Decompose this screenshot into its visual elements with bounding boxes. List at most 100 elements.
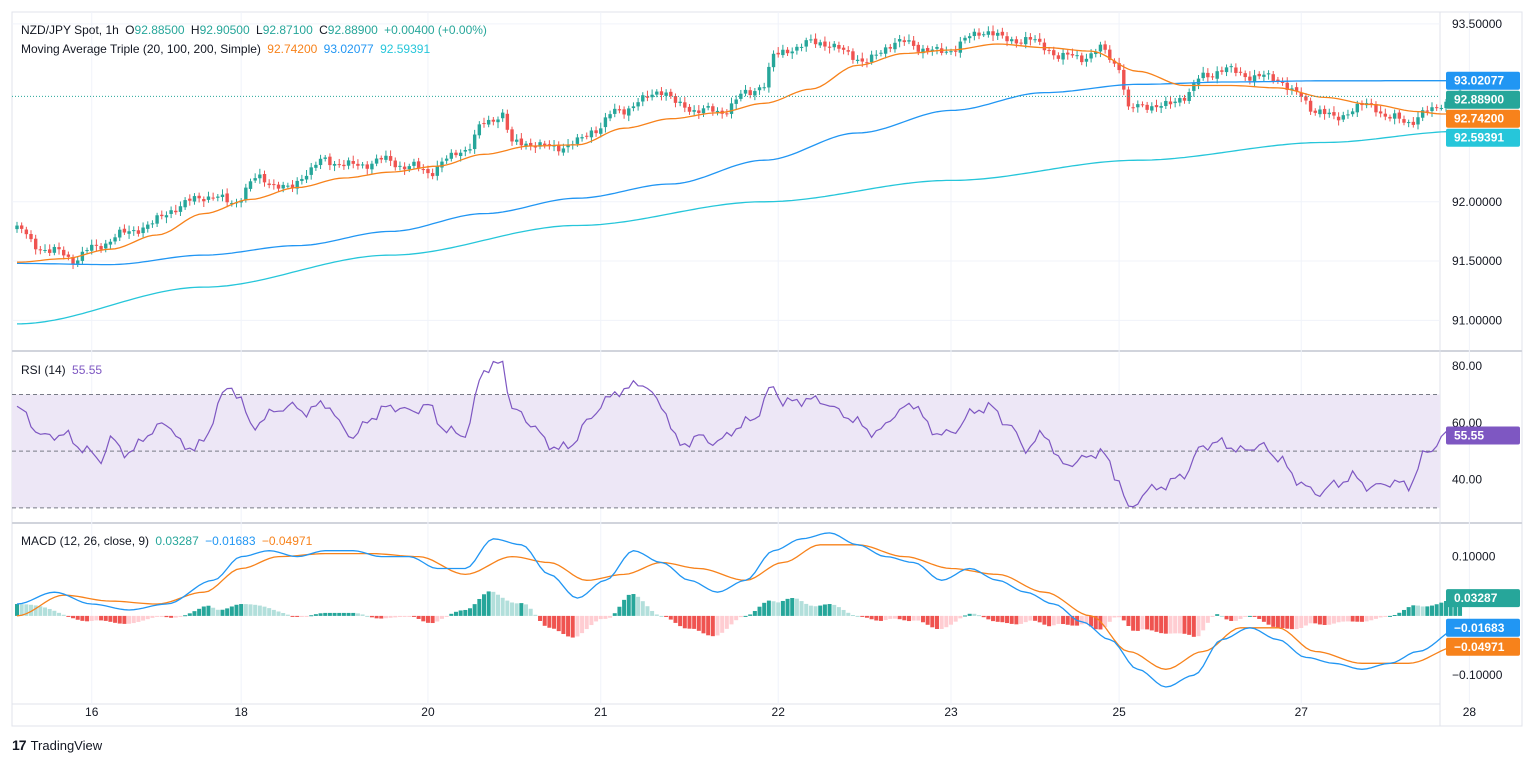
candle[interactable] bbox=[211, 192, 215, 201]
candle[interactable] bbox=[627, 105, 631, 122]
candle[interactable] bbox=[132, 226, 136, 236]
candle[interactable] bbox=[907, 34, 911, 45]
candle[interactable] bbox=[669, 88, 673, 99]
candle[interactable] bbox=[43, 244, 47, 253]
candle[interactable] bbox=[1024, 31, 1028, 49]
candle[interactable] bbox=[416, 157, 421, 172]
candle[interactable] bbox=[799, 43, 804, 52]
candle[interactable] bbox=[1108, 45, 1112, 63]
footer-brand[interactable]: 17 TradingView bbox=[12, 737, 102, 753]
candle[interactable] bbox=[304, 169, 309, 183]
candle[interactable] bbox=[398, 161, 402, 171]
candle[interactable] bbox=[1028, 33, 1033, 46]
candle[interactable] bbox=[650, 89, 654, 101]
candle[interactable] bbox=[874, 50, 878, 60]
candle[interactable] bbox=[841, 45, 846, 55]
candle[interactable] bbox=[533, 142, 538, 153]
candle[interactable] bbox=[496, 116, 500, 129]
candle[interactable] bbox=[463, 146, 468, 157]
candle[interactable] bbox=[1164, 96, 1168, 110]
candle[interactable] bbox=[645, 90, 650, 102]
candle[interactable] bbox=[902, 36, 906, 46]
candle[interactable] bbox=[958, 36, 963, 58]
candle[interactable] bbox=[108, 238, 113, 250]
candle[interactable] bbox=[206, 191, 211, 203]
candle[interactable] bbox=[832, 41, 836, 51]
candle[interactable] bbox=[996, 29, 1000, 41]
candle[interactable] bbox=[1374, 101, 1378, 117]
candle[interactable] bbox=[346, 157, 351, 170]
candle[interactable] bbox=[118, 226, 122, 241]
candle[interactable] bbox=[351, 155, 355, 169]
candle[interactable] bbox=[141, 222, 145, 238]
candle[interactable] bbox=[276, 181, 281, 192]
candle[interactable] bbox=[1243, 70, 1247, 82]
candle[interactable] bbox=[1000, 27, 1005, 39]
candle[interactable] bbox=[47, 244, 52, 256]
candle[interactable] bbox=[1388, 114, 1392, 122]
candle[interactable] bbox=[160, 210, 164, 220]
candle[interactable] bbox=[967, 33, 972, 44]
candle[interactable] bbox=[865, 58, 869, 68]
candle[interactable] bbox=[664, 89, 668, 101]
candle[interactable] bbox=[711, 103, 715, 116]
candle[interactable] bbox=[879, 49, 883, 57]
candle[interactable] bbox=[248, 178, 253, 192]
candle[interactable] bbox=[1341, 111, 1345, 123]
candle[interactable] bbox=[1187, 88, 1191, 104]
candle[interactable] bbox=[953, 45, 958, 57]
candle[interactable] bbox=[33, 234, 38, 255]
candle[interactable] bbox=[94, 239, 99, 252]
candle[interactable] bbox=[925, 45, 930, 55]
candle[interactable] bbox=[1430, 102, 1434, 117]
candle[interactable] bbox=[486, 115, 491, 128]
candle[interactable] bbox=[514, 134, 519, 145]
candle[interactable] bbox=[790, 47, 794, 59]
candle[interactable] bbox=[753, 88, 757, 101]
candle[interactable] bbox=[1299, 87, 1303, 103]
candle[interactable] bbox=[15, 221, 19, 233]
candle[interactable] bbox=[935, 44, 939, 55]
candle[interactable] bbox=[683, 97, 687, 113]
candle[interactable] bbox=[1131, 103, 1135, 113]
candle[interactable] bbox=[52, 244, 57, 256]
candle[interactable] bbox=[174, 204, 178, 215]
candle[interactable] bbox=[290, 180, 295, 193]
candle[interactable] bbox=[384, 150, 388, 163]
candle[interactable] bbox=[827, 41, 832, 54]
candle[interactable] bbox=[169, 206, 173, 219]
candle[interactable] bbox=[729, 97, 734, 119]
candle[interactable] bbox=[1434, 104, 1439, 112]
candle[interactable] bbox=[1066, 49, 1070, 60]
candle[interactable] bbox=[580, 133, 584, 142]
candle[interactable] bbox=[477, 121, 482, 139]
candle[interactable] bbox=[1056, 52, 1061, 62]
candle[interactable] bbox=[127, 225, 131, 239]
candle[interactable] bbox=[1019, 39, 1023, 46]
candle[interactable] bbox=[795, 44, 799, 55]
candle[interactable] bbox=[641, 92, 645, 107]
candle[interactable] bbox=[1327, 108, 1331, 118]
candle[interactable] bbox=[62, 246, 66, 260]
candle[interactable] bbox=[505, 109, 510, 133]
candle[interactable] bbox=[1322, 105, 1327, 120]
candle[interactable] bbox=[295, 177, 299, 195]
candle[interactable] bbox=[697, 105, 701, 119]
candle[interactable] bbox=[1098, 41, 1103, 58]
candle[interactable] bbox=[1304, 93, 1308, 105]
candle[interactable] bbox=[1425, 105, 1430, 116]
candle[interactable] bbox=[1439, 104, 1444, 111]
candle[interactable] bbox=[846, 46, 850, 56]
candle[interactable] bbox=[309, 162, 313, 180]
candle[interactable] bbox=[888, 44, 892, 53]
candle[interactable] bbox=[1075, 50, 1079, 60]
candle[interactable] bbox=[449, 149, 454, 162]
candle[interactable] bbox=[183, 197, 187, 210]
candle[interactable] bbox=[365, 161, 369, 175]
candle[interactable] bbox=[370, 160, 374, 174]
candle[interactable] bbox=[743, 85, 748, 97]
candle[interactable] bbox=[1378, 105, 1383, 118]
candle[interactable] bbox=[430, 168, 435, 180]
candle[interactable] bbox=[1402, 115, 1406, 126]
